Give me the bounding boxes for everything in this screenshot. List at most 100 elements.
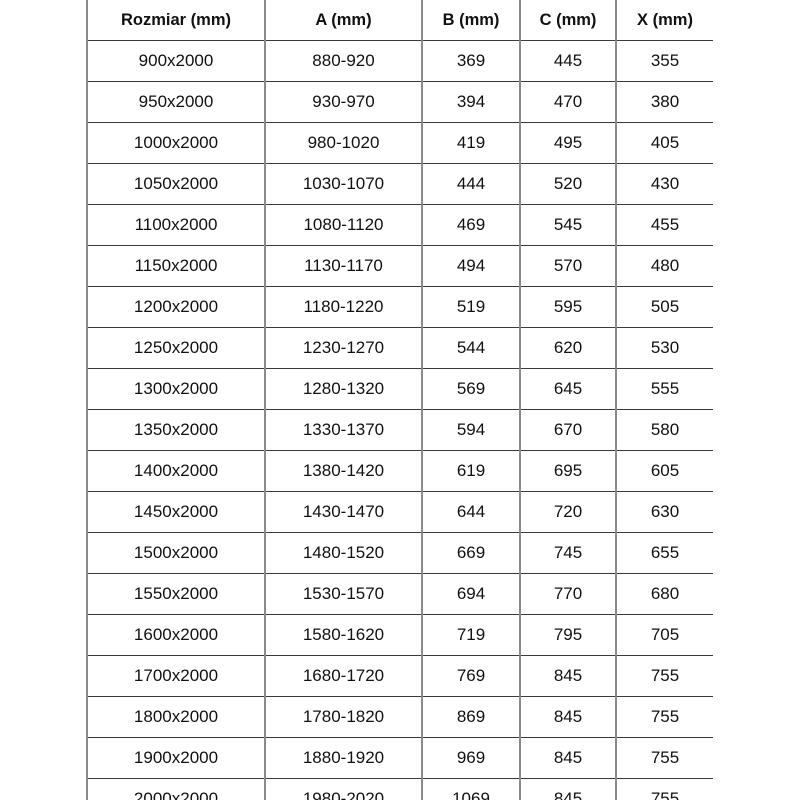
cell-x: 505 (616, 286, 713, 328)
cell-c: 670 (520, 409, 617, 451)
table-row: 1900x2000 1880-1920 969 845 755 (86, 737, 713, 779)
cell-b: 444 (422, 163, 521, 205)
cell-rozmiar: 1900x2000 (86, 737, 266, 779)
cell-rozmiar: 950x2000 (86, 81, 266, 123)
cell-x: 755 (616, 778, 713, 800)
cell-c: 445 (520, 40, 617, 82)
cell-a: 1430-1470 (265, 491, 423, 533)
cell-b: 469 (422, 204, 521, 246)
cell-x: 755 (616, 655, 713, 697)
cell-c: 745 (520, 532, 617, 574)
cell-a: 1180-1220 (265, 286, 423, 328)
table-row: 1200x2000 1180-1220 519 595 505 (86, 286, 713, 328)
cell-x: 405 (616, 122, 713, 164)
cell-b: 719 (422, 614, 521, 656)
cell-a: 1480-1520 (265, 532, 423, 574)
cell-rozmiar: 1450x2000 (86, 491, 266, 533)
cell-x: 380 (616, 81, 713, 123)
cell-a: 1130-1170 (265, 245, 423, 287)
table-row: 1150x2000 1130-1170 494 570 480 (86, 245, 713, 287)
cell-c: 845 (520, 696, 617, 738)
table-row: 1050x2000 1030-1070 444 520 430 (86, 163, 713, 205)
cell-c: 845 (520, 737, 617, 779)
cell-x: 630 (616, 491, 713, 533)
cell-c: 695 (520, 450, 617, 492)
cell-c: 845 (520, 655, 617, 697)
cell-rozmiar: 1350x2000 (86, 409, 266, 451)
cell-a: 1530-1570 (265, 573, 423, 615)
cell-a: 880-920 (265, 40, 423, 82)
cell-rozmiar: 1050x2000 (86, 163, 266, 205)
cell-b: 669 (422, 532, 521, 574)
table-header-row: Rozmiar (mm) A (mm) B (mm) C (mm) X (mm) (86, 0, 713, 41)
table-row: 1800x2000 1780-1820 869 845 755 (86, 696, 713, 738)
cell-b: 419 (422, 122, 521, 164)
cell-b: 869 (422, 696, 521, 738)
table-row: 1350x2000 1330-1370 594 670 580 (86, 409, 713, 451)
cell-b: 619 (422, 450, 521, 492)
cell-c: 645 (520, 368, 617, 410)
cell-x: 755 (616, 737, 713, 779)
cell-x: 480 (616, 245, 713, 287)
table-row: 1400x2000 1380-1420 619 695 605 (86, 450, 713, 492)
table-row: 1700x2000 1680-1720 769 845 755 (86, 655, 713, 697)
cell-a: 1330-1370 (265, 409, 423, 451)
cell-a: 1380-1420 (265, 450, 423, 492)
cell-a: 1280-1320 (265, 368, 423, 410)
cell-c: 495 (520, 122, 617, 164)
cell-rozmiar: 1100x2000 (86, 204, 266, 246)
cell-b: 369 (422, 40, 521, 82)
cell-x: 530 (616, 327, 713, 369)
cell-c: 770 (520, 573, 617, 615)
table-row: 1550x2000 1530-1570 694 770 680 (86, 573, 713, 615)
cell-b: 394 (422, 81, 521, 123)
table-row: 1000x2000 980-1020 419 495 405 (86, 122, 713, 164)
specification-table-container: Rozmiar (mm) A (mm) B (mm) C (mm) X (mm)… (86, 0, 713, 800)
cell-rozmiar: 1000x2000 (86, 122, 266, 164)
cell-b: 969 (422, 737, 521, 779)
cell-c: 720 (520, 491, 617, 533)
cell-c: 545 (520, 204, 617, 246)
table-row: 950x2000 930-970 394 470 380 (86, 81, 713, 123)
column-header-a: A (mm) (265, 0, 423, 41)
table-body: 900x2000 880-920 369 445 355 950x2000 930-970 3… (86, 40, 713, 800)
cell-rozmiar: 1550x2000 (86, 573, 266, 615)
column-header-rozmiar: Rozmiar (mm) (86, 0, 266, 41)
cell-rozmiar: 1150x2000 (86, 245, 266, 287)
cell-b: 494 (422, 245, 521, 287)
cell-c: 845 (520, 778, 617, 800)
cell-a: 1680-1720 (265, 655, 423, 697)
cell-x: 655 (616, 532, 713, 574)
cell-c: 570 (520, 245, 617, 287)
cell-a: 980-1020 (265, 122, 423, 164)
cell-a: 930-970 (265, 81, 423, 123)
cell-c: 620 (520, 327, 617, 369)
table-row: 1250x2000 1230-1270 544 620 530 (86, 327, 713, 369)
cell-x: 580 (616, 409, 713, 451)
cell-a: 1580-1620 (265, 614, 423, 656)
cell-a: 1080-1120 (265, 204, 423, 246)
cell-x: 680 (616, 573, 713, 615)
cell-rozmiar: 1300x2000 (86, 368, 266, 410)
table-row: 2000x2000 1980-2020 1069 845 755 (86, 778, 713, 800)
cell-b: 569 (422, 368, 521, 410)
cell-c: 470 (520, 81, 617, 123)
cell-x: 555 (616, 368, 713, 410)
cell-x: 355 (616, 40, 713, 82)
cell-rozmiar: 1200x2000 (86, 286, 266, 328)
table-row: 1500x2000 1480-1520 669 745 655 (86, 532, 713, 574)
cell-x: 605 (616, 450, 713, 492)
cell-rozmiar: 1600x2000 (86, 614, 266, 656)
cell-a: 1030-1070 (265, 163, 423, 205)
cell-a: 1230-1270 (265, 327, 423, 369)
cell-x: 705 (616, 614, 713, 656)
cell-x: 430 (616, 163, 713, 205)
specification-table: Rozmiar (mm) A (mm) B (mm) C (mm) X (mm)… (86, 0, 713, 800)
cell-x: 455 (616, 204, 713, 246)
column-header-c: C (mm) (520, 0, 617, 41)
cell-b: 519 (422, 286, 521, 328)
cell-x: 755 (616, 696, 713, 738)
table-row: 1450x2000 1430-1470 644 720 630 (86, 491, 713, 533)
column-header-x: X (mm) (616, 0, 713, 41)
cell-b: 1069 (422, 778, 521, 800)
